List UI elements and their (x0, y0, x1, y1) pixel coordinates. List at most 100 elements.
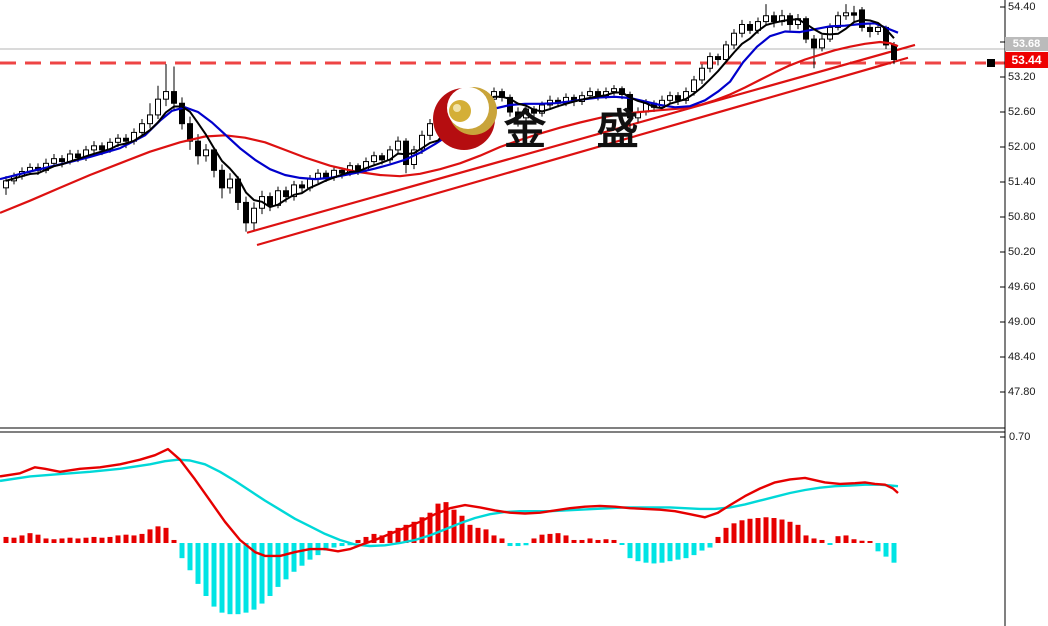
macd-hist-bar-positive (563, 535, 569, 543)
macd-hist-bar-negative (243, 543, 249, 613)
macd-hist-bar-negative (635, 543, 641, 562)
macd-hist-bar-positive (411, 521, 417, 543)
candle-up (523, 108, 529, 119)
price-tick-label: 54.40 (1008, 1, 1036, 13)
macd-hist-bar-positive (771, 518, 777, 543)
macd-hist-bar-positive (739, 520, 745, 543)
candle-up (691, 79, 697, 93)
candle-up (3, 180, 9, 189)
macd-axis-label: 0.70 (1009, 431, 1031, 443)
candle-down (211, 149, 217, 171)
macd-hist-bar-positive (139, 533, 145, 543)
macd-dea-line (0, 458, 899, 548)
candle-up (539, 104, 545, 114)
macd-hist-bar-positive (443, 502, 449, 543)
candle-down (219, 169, 225, 189)
macd-hist-bar-positive (171, 539, 177, 543)
macd-hist-bar-positive (611, 539, 617, 543)
candle-down (595, 91, 601, 97)
candle-up (835, 15, 841, 28)
macd-hist-bar-negative (619, 543, 625, 545)
macd-hist-bar-positive (531, 538, 537, 543)
price-tick-label: 53.20 (1008, 70, 1036, 83)
candle-down (715, 56, 721, 61)
candle-up (739, 24, 745, 34)
macd-hist-bar-positive (795, 524, 801, 543)
candle-down (467, 96, 473, 102)
macd-hist-bar-positive (163, 527, 169, 543)
macd-hist-bar-positive (483, 529, 489, 543)
macd-hist-bar-negative (515, 543, 521, 547)
candle-up (819, 38, 825, 49)
candle-down (515, 111, 521, 119)
macd-hist-bar-negative (523, 543, 529, 546)
macd-hist-bar-positive (371, 533, 377, 543)
macd-hist-bar-negative (675, 543, 681, 560)
macd-hist-bar-negative (283, 543, 289, 580)
price-tick-label: 48.40 (1008, 350, 1036, 363)
candle-down (59, 158, 65, 163)
macd-hist-bar-positive (467, 524, 473, 543)
candle-up (723, 44, 729, 61)
macd-hist-bar-positive (43, 538, 49, 543)
macd-hist-bar-positive (75, 538, 81, 543)
macd-hist-bar-negative (667, 543, 673, 562)
macd-hist-bar-negative (291, 543, 297, 572)
macd-hist-bar-positive (91, 536, 97, 543)
macd-hist-bar-negative (707, 543, 713, 548)
macd-hist-bar-positive (571, 539, 577, 543)
candle-up (427, 123, 433, 136)
candle-up (459, 96, 465, 107)
macd-hist-bar-positive (803, 535, 809, 543)
macd-hist-bar-positive (723, 527, 729, 543)
macd-hist-bar-positive (779, 519, 785, 543)
candle-down (851, 12, 857, 16)
macd-hist-bar-negative (235, 543, 241, 615)
candle-down (323, 172, 329, 178)
macd-hist-bar-negative (323, 543, 329, 551)
macd-hist-bar-positive (811, 538, 817, 543)
candle-up (707, 56, 713, 69)
candle-up (611, 88, 617, 93)
macd-hist-bar-positive (387, 530, 393, 543)
current-price-badge: 53.44 (1005, 52, 1048, 68)
candle-down (283, 190, 289, 198)
trendline-2 (256, 56, 909, 247)
candle-down (627, 93, 633, 119)
macd-hist-bar-positive (595, 539, 601, 543)
macd-hist-bar-positive (851, 539, 857, 543)
price-tick-label: 49.60 (1008, 280, 1036, 293)
price-tick-label: 51.40 (1008, 175, 1036, 188)
price-tick-label: 49.00 (1008, 315, 1036, 328)
price-tick-label: 50.80 (1008, 210, 1036, 223)
candle-up (371, 155, 377, 163)
macd-hist-bar-negative (227, 543, 233, 615)
macd-hist-bar-negative (307, 543, 313, 560)
candle-down (299, 184, 305, 189)
macd-hist-bar-negative (179, 543, 185, 559)
macd-hist-bar-positive (475, 527, 481, 543)
candle-down (195, 140, 201, 157)
candle-down (803, 18, 809, 40)
candle-down (267, 196, 273, 206)
macd-hist-bar-positive (859, 540, 865, 543)
candle-down (75, 153, 81, 158)
macd-hist-bar-negative (627, 543, 633, 559)
macd-hist-bar-positive (379, 535, 385, 543)
macd-hist-bar-positive (547, 533, 553, 543)
candle-up (827, 26, 833, 40)
macd-hist-bar-positive (843, 535, 849, 543)
candle-up (51, 158, 57, 164)
candle-down (171, 91, 177, 104)
macd-hist-bar-positive (3, 536, 9, 543)
macd-hist-bar-negative (883, 543, 889, 557)
macd-hist-bar-negative (203, 543, 209, 596)
candle-up (667, 95, 673, 101)
candle-up (203, 149, 209, 157)
candle-up (91, 145, 97, 151)
macd-hist-bar-positive (755, 518, 761, 543)
price-tick-label: 47.80 (1008, 385, 1036, 398)
candle-down (747, 24, 753, 31)
macd-hist-bar-positive (419, 517, 425, 543)
